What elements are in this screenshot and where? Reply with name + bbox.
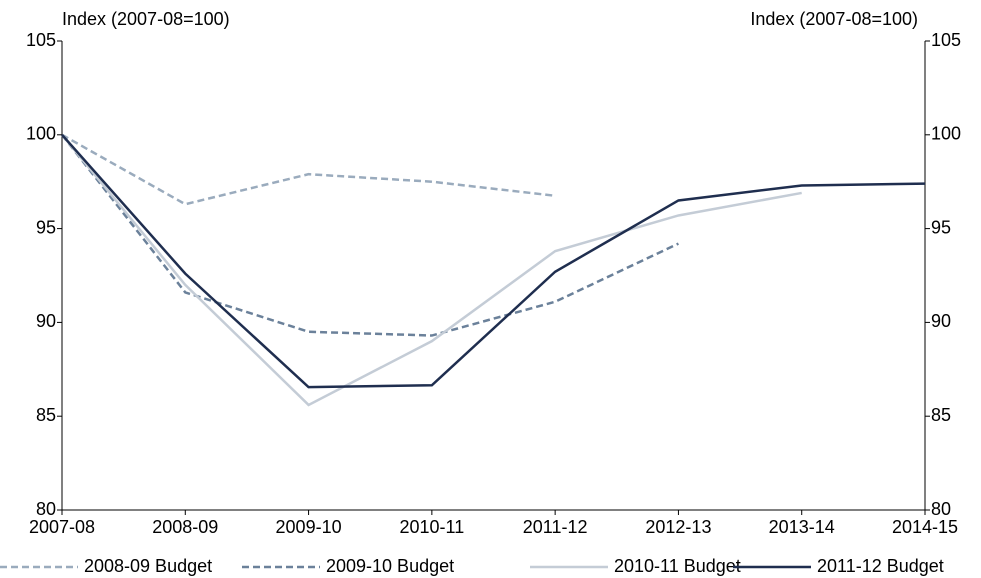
x-tick-label: 2012-13 — [645, 517, 711, 537]
x-tick-label: 2014-15 — [892, 517, 958, 537]
y-tick-label: 105 — [26, 30, 56, 50]
legend-label: 2010-11 Budget — [614, 556, 741, 576]
y-tick-label: 100 — [26, 124, 56, 144]
series-line — [61, 133, 926, 389]
x-tick-label: 2007-08 — [29, 517, 95, 537]
series-line — [61, 134, 802, 407]
y-tick-label: 85 — [36, 405, 56, 425]
legend-label: 2011-12 Budget — [817, 556, 944, 576]
y-tick-label: 95 — [36, 217, 56, 237]
y2-tick-label: 95 — [931, 217, 951, 237]
y2-axis-label: Index (2007-08=100) — [750, 9, 918, 29]
x-tick-label: 2011-12 — [523, 517, 588, 537]
x-tick-label: 2010-11 — [399, 517, 464, 537]
legend-label: 2008-09 Budget — [84, 556, 212, 576]
y2-tick-label: 90 — [931, 311, 951, 331]
y2-tick-label: 85 — [931, 405, 951, 425]
y-tick-label: 90 — [36, 311, 56, 331]
series-line — [61, 133, 556, 206]
x-tick-label: 2008-09 — [152, 517, 218, 537]
series-line — [61, 134, 679, 337]
y2-tick-label: 100 — [931, 124, 961, 144]
y-tick-label: 80 — [36, 499, 56, 519]
y-axis-label: Index (2007-08=100) — [62, 9, 230, 29]
y2-tick-label: 105 — [931, 30, 961, 50]
y2-tick-label: 80 — [931, 499, 951, 519]
legend-label: 2009-10 Budget — [326, 556, 454, 576]
x-tick-label: 2013-14 — [769, 517, 835, 537]
x-tick-label: 2009-10 — [276, 517, 342, 537]
